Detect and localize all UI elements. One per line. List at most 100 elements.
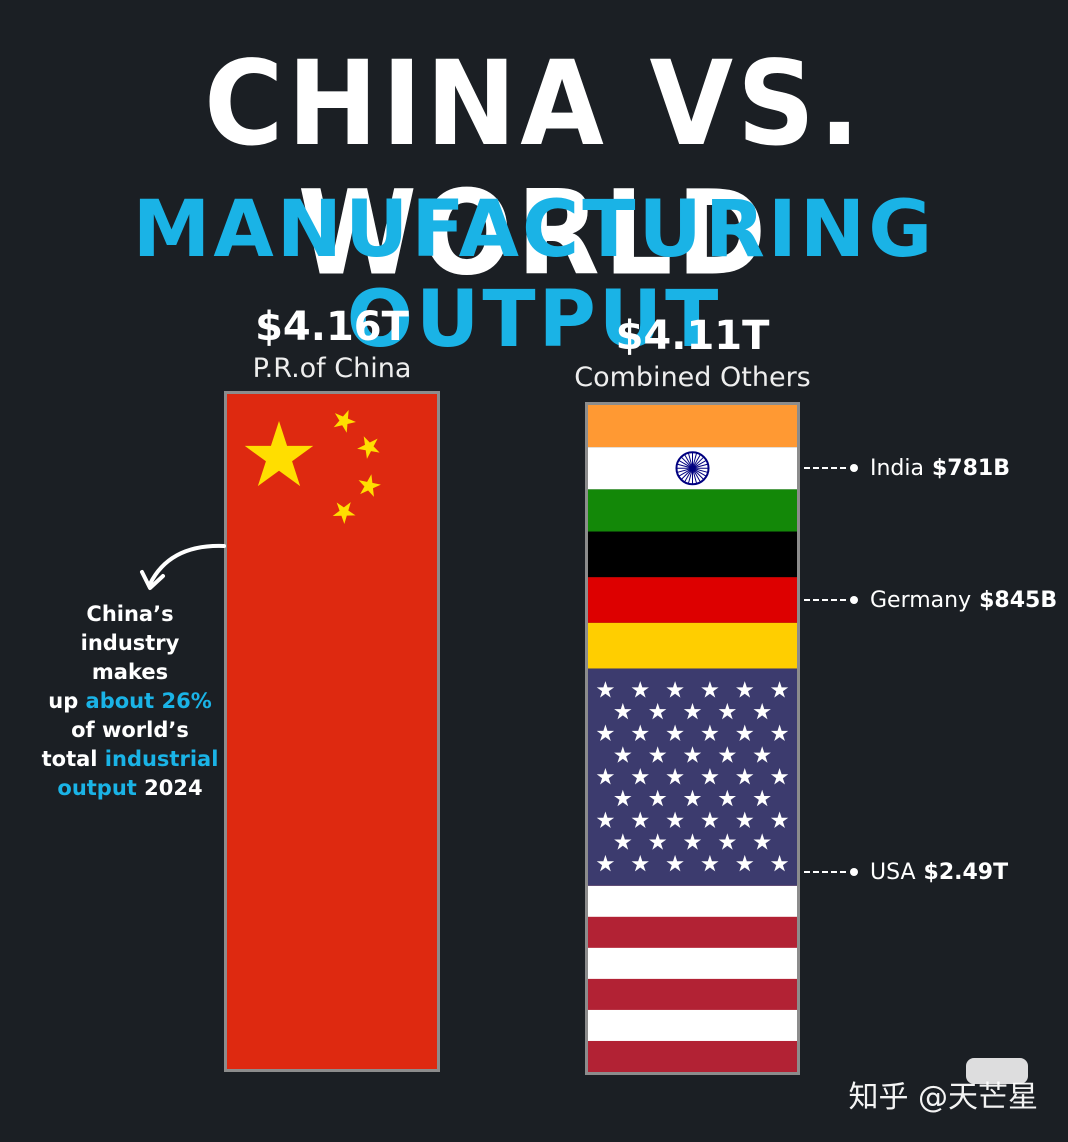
chakra-spoke: [692, 468, 701, 483]
callout-germany: Germany $845B: [804, 585, 1057, 615]
usa-star: [631, 854, 649, 872]
annotation-arrow: [140, 543, 226, 590]
usa-star: [614, 702, 632, 720]
chakra-spoke: [692, 459, 707, 469]
usa-star: [631, 681, 649, 698]
usa-star: [770, 768, 789, 785]
usa-star: [701, 768, 719, 785]
usa-star: [596, 811, 615, 828]
usa-star: [736, 681, 754, 698]
china-small-star: [358, 474, 381, 497]
chakra-spoke: [684, 454, 693, 469]
usa-star: [753, 789, 771, 807]
callout-amount: $2.49T: [923, 859, 1009, 885]
chakra-spoke: [680, 467, 693, 480]
china-bar-fill: [227, 394, 437, 1069]
china-value-label: $4.16T: [255, 304, 409, 350]
china-small-star: [333, 409, 356, 433]
chart-title: CHINA VS. WORLD: [204, 37, 864, 302]
usa-stripe: [588, 885, 797, 918]
usa-star: [701, 854, 719, 872]
usa-stripe: [588, 1040, 797, 1072]
germany-red-stripe: [588, 577, 797, 623]
usa-star: [718, 789, 737, 807]
china-share-annotation: China’s industry makes up about 26% of w…: [40, 600, 220, 803]
china-bar: [224, 391, 440, 1072]
chakra-spoke: [692, 454, 701, 469]
usa-star: [631, 811, 649, 828]
usa-star: [736, 724, 754, 742]
annotation-line-6: output 2024: [40, 774, 220, 803]
others-stacked-bar: [585, 402, 800, 1075]
usa-star: [701, 681, 719, 698]
chakra-spoke: [692, 456, 705, 469]
usa-star: [648, 833, 667, 850]
chakra-spoke: [692, 468, 698, 484]
chakra-spoke: [680, 456, 693, 469]
chakra-spoke: [692, 467, 705, 480]
usa-star: [718, 702, 737, 720]
germany-black-stripe: [588, 531, 797, 578]
chakra-spoke: [676, 467, 693, 473]
usa-star: [683, 746, 702, 763]
callout-dash: [804, 871, 846, 873]
usa-star: [631, 724, 649, 742]
annotation-text: total: [41, 747, 105, 771]
usa-star: [596, 854, 615, 872]
india-saffron-stripe: [588, 405, 797, 448]
usa-star: [683, 789, 702, 807]
chakra-spoke: [676, 463, 693, 469]
annotation-text: 2024: [136, 776, 203, 800]
usa-star: [631, 768, 649, 785]
usa-star: [683, 833, 702, 850]
chakra-spoke: [684, 468, 693, 483]
others-value-label: $4.11T: [615, 313, 770, 359]
annotation-line-3: up about 26%: [40, 687, 220, 716]
callout-dot: [850, 596, 858, 604]
usa-stripe: [588, 947, 797, 980]
usa-star: [614, 789, 632, 807]
annotation-text: up: [48, 689, 86, 713]
chakra-spoke: [678, 467, 693, 477]
chakra-spoke: [687, 468, 693, 484]
chakra-spoke: [692, 467, 707, 477]
callout-dot: [850, 464, 858, 472]
usa-star: [753, 746, 771, 763]
china-flag-graphic: [227, 394, 437, 1069]
chakra-spoke: [687, 452, 693, 469]
annotation-highlight: industrial: [104, 747, 219, 771]
usa-star: [718, 833, 737, 850]
annotation-line-4: of world’s: [71, 718, 189, 742]
others-category-label: Combined Others: [574, 362, 811, 393]
annotation-highlight: about 26%: [85, 689, 212, 713]
annotation-line-2: industry makes: [80, 631, 180, 684]
watermark: 知乎 @天芒星: [848, 1080, 1038, 1115]
annotation-highlight: output: [57, 776, 137, 800]
usa-star: [736, 768, 754, 785]
callout-country: USA: [870, 859, 916, 885]
usa-stripe: [588, 978, 797, 1011]
others-flags-graphic: [588, 405, 797, 1072]
usa-star: [666, 811, 684, 828]
usa-stripe: [588, 916, 797, 949]
callout-amount: $781B: [932, 455, 1010, 481]
usa-star: [701, 724, 719, 742]
usa-star: [666, 854, 684, 872]
usa-star: [648, 746, 667, 763]
india-green-stripe: [588, 489, 797, 532]
usa-star: [736, 854, 754, 872]
usa-star: [666, 724, 684, 742]
china-large-star: [244, 421, 314, 487]
annotation-line-5: total industrial: [40, 745, 220, 774]
usa-star: [683, 702, 702, 720]
usa-canton: [588, 668, 797, 886]
usa-star: [666, 681, 684, 698]
callout-dash: [804, 599, 846, 601]
callout-usa: USA $2.49T: [804, 857, 1008, 887]
usa-star: [770, 811, 789, 828]
chakra-spoke: [678, 459, 693, 469]
callout-country: India: [870, 455, 924, 481]
usa-star: [770, 681, 789, 698]
chakra-spoke: [692, 463, 709, 469]
annotation-line-1: China’s: [86, 602, 174, 626]
